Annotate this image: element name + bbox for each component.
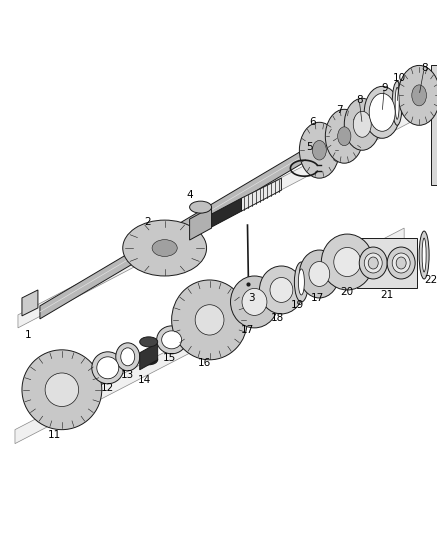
Ellipse shape (190, 201, 212, 213)
Ellipse shape (294, 262, 308, 302)
Polygon shape (22, 290, 38, 316)
Text: 11: 11 (48, 430, 61, 440)
Ellipse shape (321, 234, 373, 290)
Polygon shape (357, 238, 417, 288)
Text: 21: 21 (381, 290, 394, 300)
Text: 6: 6 (309, 117, 316, 127)
Text: 18: 18 (271, 313, 284, 323)
Ellipse shape (22, 350, 102, 430)
Ellipse shape (157, 326, 187, 354)
Ellipse shape (300, 250, 339, 298)
Ellipse shape (116, 343, 140, 371)
Ellipse shape (259, 266, 304, 314)
Ellipse shape (242, 288, 267, 316)
Polygon shape (241, 178, 281, 211)
Ellipse shape (369, 93, 395, 131)
Ellipse shape (123, 220, 207, 276)
Text: 17: 17 (241, 325, 254, 335)
Ellipse shape (300, 122, 339, 178)
Ellipse shape (152, 240, 177, 256)
Ellipse shape (325, 109, 363, 163)
Ellipse shape (338, 127, 351, 146)
Ellipse shape (398, 66, 438, 125)
Ellipse shape (121, 348, 135, 366)
Ellipse shape (172, 280, 247, 360)
Ellipse shape (359, 247, 387, 279)
Text: 20: 20 (341, 287, 354, 297)
Polygon shape (18, 108, 414, 328)
Ellipse shape (396, 257, 406, 269)
Text: 1: 1 (25, 330, 31, 340)
Polygon shape (190, 207, 212, 240)
Text: 7: 7 (336, 106, 343, 115)
Ellipse shape (140, 337, 158, 347)
Text: 8: 8 (421, 63, 427, 74)
Text: 15: 15 (163, 353, 176, 363)
Text: 4: 4 (186, 190, 193, 200)
Text: 19: 19 (291, 300, 304, 310)
Text: 17: 17 (311, 293, 324, 303)
Polygon shape (209, 198, 241, 228)
Text: 10: 10 (392, 74, 406, 83)
Ellipse shape (162, 331, 182, 349)
Ellipse shape (422, 238, 426, 272)
Ellipse shape (392, 82, 402, 125)
Text: 2: 2 (145, 217, 151, 227)
Ellipse shape (309, 262, 330, 286)
Text: 12: 12 (101, 383, 114, 393)
Text: 22: 22 (424, 275, 438, 285)
Ellipse shape (45, 373, 79, 407)
Text: 13: 13 (121, 370, 134, 380)
Ellipse shape (368, 257, 378, 269)
Ellipse shape (364, 253, 382, 273)
Text: 9: 9 (381, 83, 388, 93)
Text: 14: 14 (138, 375, 151, 385)
Ellipse shape (270, 278, 293, 302)
Text: 16: 16 (198, 358, 211, 368)
Ellipse shape (140, 355, 158, 365)
Polygon shape (431, 66, 438, 185)
Ellipse shape (92, 352, 124, 384)
Ellipse shape (353, 111, 371, 138)
Text: 3: 3 (248, 293, 255, 303)
Ellipse shape (395, 87, 399, 119)
Ellipse shape (312, 141, 326, 160)
Ellipse shape (392, 253, 410, 273)
Ellipse shape (387, 247, 415, 279)
Ellipse shape (334, 247, 361, 277)
Ellipse shape (298, 269, 304, 295)
Text: 5: 5 (306, 142, 313, 152)
Polygon shape (15, 228, 404, 443)
Ellipse shape (97, 357, 119, 379)
Text: 8: 8 (356, 95, 363, 106)
Ellipse shape (419, 231, 429, 279)
Ellipse shape (195, 305, 224, 335)
Ellipse shape (230, 276, 279, 328)
Ellipse shape (344, 99, 380, 150)
Ellipse shape (364, 86, 400, 138)
Polygon shape (140, 343, 158, 370)
Polygon shape (40, 149, 304, 319)
Ellipse shape (412, 85, 427, 106)
